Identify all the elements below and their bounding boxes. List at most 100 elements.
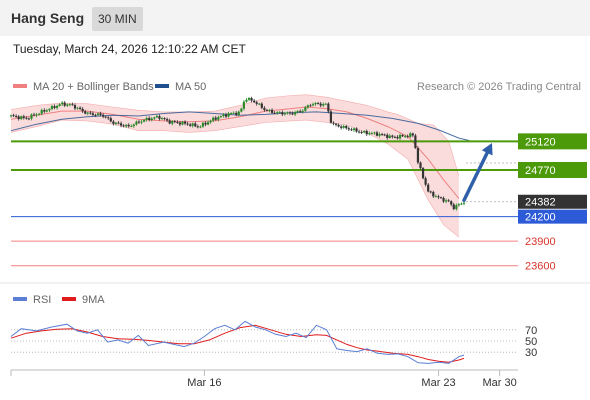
candle-body (427, 184, 430, 192)
rsi-level-50-label: 50 (525, 336, 537, 348)
candle-body (132, 124, 135, 127)
candle-body (293, 112, 297, 115)
candle-body (20, 116, 23, 120)
candle-body (183, 121, 187, 124)
candle-body (375, 132, 379, 136)
candle-body (363, 130, 366, 133)
candle-body (186, 123, 189, 125)
candle-body (283, 113, 286, 115)
level-25120-badge (518, 133, 587, 150)
candle-body (253, 100, 256, 103)
candle-body (329, 111, 333, 123)
candle-body (247, 98, 251, 100)
rsi-ma-legend-swatch (62, 297, 76, 301)
candle-body (350, 129, 353, 131)
candle-body (71, 104, 74, 106)
candle-body (442, 197, 445, 202)
candle-body (347, 128, 350, 130)
rsi-legend: RSI 9MA (13, 294, 105, 306)
candle-body (434, 196, 437, 198)
candle-body (286, 112, 289, 114)
copyright-label: Research © 2026 Trading Central (417, 81, 581, 93)
timeframe-button[interactable]: 30 MIN (92, 7, 143, 31)
candle-body (322, 104, 325, 106)
candle-body (63, 102, 66, 106)
candle-body (404, 136, 407, 138)
candle-body (457, 204, 460, 206)
candle-body (204, 122, 207, 125)
candle-body (406, 136, 409, 138)
candle-body (181, 121, 184, 125)
candle-body (291, 113, 294, 115)
candle-body (117, 122, 120, 124)
candle-body (163, 118, 166, 120)
candle-body (281, 112, 284, 115)
candle-body (439, 197, 443, 199)
arrow-shaft (462, 151, 489, 203)
candle-body (114, 122, 118, 124)
candle-body (345, 125, 348, 129)
candle-body (45, 110, 48, 112)
level-23900-label: 23900 (525, 236, 556, 248)
candle-body (360, 132, 363, 133)
rsi-level-70-label: 70 (525, 325, 537, 337)
candle-body (219, 116, 222, 118)
candle-body (242, 101, 246, 109)
candle-body (306, 105, 309, 108)
candle-body (104, 116, 107, 118)
target-arrow (462, 143, 493, 203)
candle-body (368, 133, 371, 135)
candle-body (340, 126, 343, 128)
bollinger-upper-line (10, 94, 460, 176)
candle-body (109, 118, 112, 122)
candle-body (263, 107, 266, 111)
candle-body (324, 103, 327, 105)
x-tick-label: Mar 23 (421, 377, 455, 389)
ma20-line (10, 106, 460, 199)
candle-body (378, 134, 381, 136)
bollinger-bands (10, 94, 470, 238)
bollinger-lower-line (10, 119, 460, 238)
candle-body (191, 123, 194, 126)
candle-body (319, 103, 322, 106)
candle-body (201, 122, 205, 127)
candle-body (429, 191, 432, 193)
candle-body (447, 200, 450, 202)
candle-body (61, 102, 64, 105)
candle-body (462, 202, 466, 204)
candle-body (421, 168, 425, 179)
candle-body (38, 113, 41, 115)
bollinger-band-area (11, 94, 459, 238)
rsi-legend-label: RSI (33, 294, 51, 306)
candle-body (127, 124, 130, 127)
rsi-line (10, 320, 465, 364)
candle-body (383, 134, 386, 136)
candle-body (30, 114, 33, 119)
candle-body (276, 112, 279, 114)
candle-body (155, 116, 158, 118)
candle-body (337, 124, 340, 127)
candle-body (86, 112, 89, 114)
candle-body (48, 108, 51, 111)
candle-body (414, 135, 417, 149)
candle-body (386, 134, 389, 138)
candle-body (189, 124, 192, 126)
candle-body (135, 121, 138, 125)
level-24200-label: 24200 (525, 212, 556, 224)
candle-body (396, 136, 399, 139)
level-24770-label: 24770 (525, 165, 556, 177)
candle-body (240, 108, 243, 112)
candle-body (224, 114, 228, 117)
candle-body (222, 114, 225, 117)
candle-body (73, 105, 77, 109)
candle-body (388, 135, 391, 138)
candle-body (142, 119, 146, 122)
candle-body (25, 117, 28, 119)
candle-body (150, 118, 153, 121)
candle-body (296, 110, 299, 113)
candle-body (311, 104, 315, 106)
datetime-label: Tuesday, March 24, 2026 12:10:22 AM CET (13, 42, 246, 56)
candle-body (94, 114, 97, 116)
candle-body (409, 133, 412, 137)
